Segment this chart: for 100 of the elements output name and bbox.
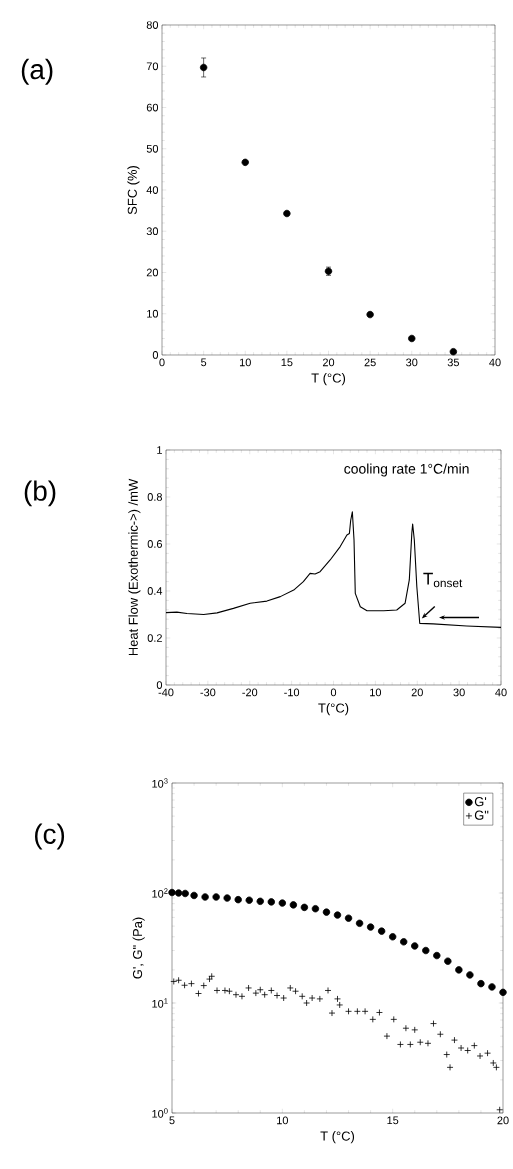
point: [366, 923, 375, 931]
x-tick-label: 30: [406, 358, 418, 367]
point: [223, 894, 231, 902]
point: [476, 1052, 484, 1060]
point: [470, 1042, 478, 1049]
y-axis-title: Heat Flow (Exothermic->) /mW: [128, 478, 141, 656]
point: [430, 1020, 437, 1027]
annotation: T$_{onset}$: [423, 572, 463, 588]
point: [199, 63, 208, 72]
point: [376, 1009, 383, 1016]
x-tick-label: 20: [497, 1116, 509, 1125]
x-tick-label: 0: [330, 688, 337, 697]
point: [464, 1047, 472, 1054]
point: [422, 946, 430, 955]
point: [308, 994, 316, 1002]
point: [267, 987, 275, 994]
point: [484, 1049, 491, 1057]
point: [175, 976, 183, 984]
point: [436, 1030, 444, 1038]
x-tick-label: 10: [277, 1116, 288, 1125]
point: [366, 310, 374, 319]
point: [361, 1007, 369, 1015]
x-tick-label: 40: [489, 358, 501, 367]
point: [416, 1038, 424, 1046]
point: [455, 966, 463, 974]
point: [353, 1007, 361, 1015]
point: [411, 942, 419, 950]
y-axis-title: G', G" (Pa): [132, 917, 145, 979]
y-tick-label: 50: [146, 144, 159, 153]
x-tick-label: -30: [200, 688, 216, 697]
x-tick-label: 5: [201, 358, 207, 367]
point: [273, 992, 281, 999]
point: [300, 903, 309, 912]
annotation: cooling rate 1°C/min: [344, 463, 469, 477]
x-tick-label: 30: [453, 688, 465, 697]
point: [174, 889, 183, 897]
point: [212, 893, 220, 901]
point: [168, 888, 176, 897]
text: (b): [24, 480, 56, 507]
point: [344, 914, 353, 922]
point: [383, 1032, 391, 1040]
x-tick-label: 10: [370, 688, 382, 697]
point: [232, 991, 240, 999]
point: [322, 908, 331, 916]
point: [289, 901, 298, 909]
point: [267, 898, 275, 906]
point: [181, 889, 189, 898]
point: [333, 911, 342, 919]
point: [477, 979, 485, 988]
y-tick-label: 0.4: [147, 587, 163, 595]
legend-label: G': [474, 797, 487, 807]
y-tick-label: 0.2: [147, 634, 162, 642]
point: [397, 1041, 404, 1048]
point: [201, 893, 209, 901]
point: [241, 158, 249, 167]
text: (c): [35, 823, 65, 850]
x-axis-title: T (°C): [311, 373, 346, 386]
point: [170, 978, 178, 985]
point: [256, 897, 264, 906]
x-tick-label: 5: [169, 1116, 175, 1125]
x-axis-title: T(°C): [318, 703, 349, 716]
point: [408, 334, 416, 343]
point: [298, 992, 306, 1000]
x-tick-label: -40: [158, 688, 174, 697]
point: [449, 348, 458, 356]
x-tick-label: 15: [281, 358, 293, 367]
y-tick-label: 60: [146, 103, 159, 112]
point: [238, 992, 246, 1000]
point: [411, 1026, 419, 1034]
x-tick-label: -10: [284, 688, 300, 697]
point: [369, 1015, 377, 1023]
y-tick-label: 0: [152, 351, 159, 359]
point: [406, 1041, 414, 1048]
point: [303, 999, 310, 1007]
point: [283, 209, 291, 218]
point: [190, 891, 198, 900]
y-axis-title: SFC (%): [127, 165, 140, 215]
y-tick-label: 10$^{2}$: [152, 888, 168, 898]
point: [195, 990, 202, 997]
point: [316, 995, 324, 1003]
y-tick-label: 10$^{0}$: [152, 1108, 168, 1118]
y-tick-label: 1: [157, 446, 162, 454]
point: [424, 1039, 432, 1047]
point: [451, 1036, 458, 1044]
point: [334, 995, 341, 1003]
point: [489, 1059, 497, 1067]
point: [443, 1051, 451, 1058]
y-tick-label: 30: [146, 227, 159, 236]
x-axis-title: T (°C): [320, 1131, 355, 1144]
y-tick-label: 0: [156, 681, 163, 689]
y-tick-label: 80: [146, 21, 159, 29]
point: [499, 988, 507, 997]
x-tick-label: 20: [322, 358, 335, 367]
point: [206, 975, 213, 983]
y-tick-label: 0.6: [147, 540, 162, 548]
x-tick-label: 20: [411, 688, 423, 697]
x-tick-label: 40: [495, 688, 507, 697]
point: [402, 1024, 410, 1032]
point: [466, 971, 474, 979]
point: [213, 987, 221, 994]
